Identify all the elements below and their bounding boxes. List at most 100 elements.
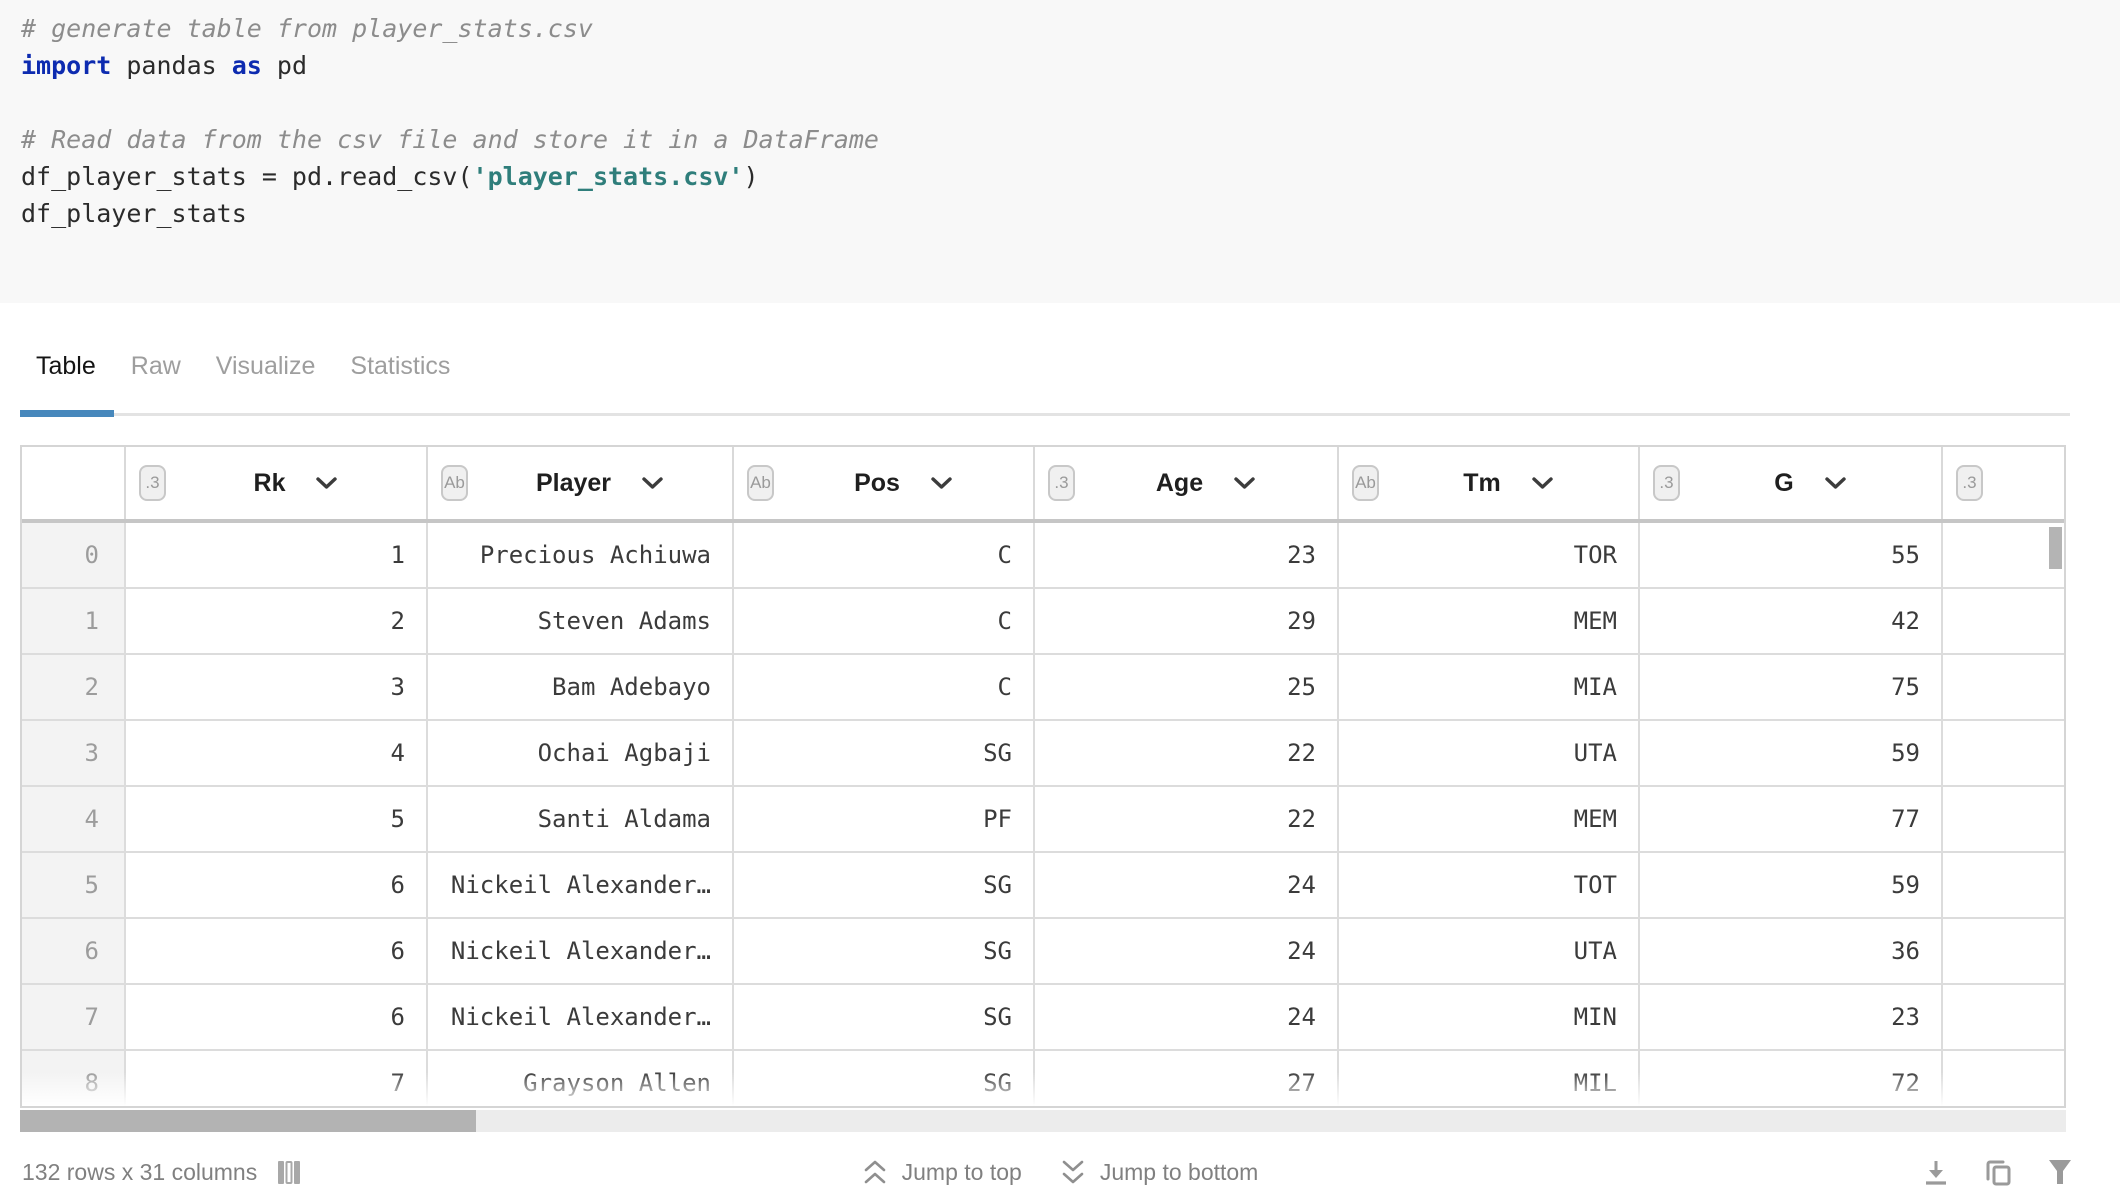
chevron-down-icon[interactable] bbox=[1531, 476, 1554, 490]
column-header-index bbox=[22, 447, 126, 519]
code-comment: # Read data from the csv file and store … bbox=[21, 125, 879, 154]
cell-partial bbox=[1943, 787, 2064, 851]
cell-pos: SG bbox=[734, 1051, 1035, 1106]
tab-visualize[interactable]: Visualize bbox=[215, 352, 316, 380]
cell-g: 72 bbox=[1640, 1051, 1943, 1106]
table-row[interactable]: 3 4 Ochai Agbaji SG 22 UTA 59 bbox=[22, 721, 2064, 787]
row-index: 4 bbox=[22, 787, 126, 851]
column-title: G bbox=[1774, 468, 1794, 497]
cell-pos: SG bbox=[734, 919, 1035, 983]
columns-icon[interactable] bbox=[277, 1160, 301, 1185]
cell-g: 75 bbox=[1640, 655, 1943, 719]
cell-tm: MEM bbox=[1339, 589, 1640, 653]
horizontal-scrollbar-thumb[interactable] bbox=[20, 1110, 476, 1132]
chevron-down-icon[interactable] bbox=[930, 476, 953, 490]
cell-age: 24 bbox=[1035, 985, 1339, 1049]
code-cell[interactable]: # generate table from player_stats.csv i… bbox=[0, 0, 2120, 303]
tab-raw[interactable]: Raw bbox=[130, 352, 181, 380]
column-header-partial[interactable]: .3 bbox=[1943, 447, 2064, 519]
table-row[interactable]: 0 1 Precious Achiuwa C 23 TOR 55 bbox=[22, 523, 2064, 589]
code-text: pandas bbox=[111, 51, 232, 80]
cell-age: 22 bbox=[1035, 787, 1339, 851]
cell-age: 22 bbox=[1035, 721, 1339, 785]
row-index: 3 bbox=[22, 721, 126, 785]
table-footer: 132 rows x 31 columns Jump to top bbox=[0, 1140, 2120, 1204]
cell-g: 77 bbox=[1640, 787, 1943, 851]
cell-pos: PF bbox=[734, 787, 1035, 851]
cell-partial bbox=[1943, 853, 2064, 917]
table-dimensions-label: 132 rows x 31 columns bbox=[22, 1158, 258, 1185]
filter-icon[interactable] bbox=[2048, 1159, 2072, 1185]
active-tab-underline bbox=[20, 410, 114, 417]
table-row[interactable]: 6 6 Nickeil Alexander… SG 24 UTA 36 bbox=[22, 919, 2064, 985]
copy-icon[interactable] bbox=[1985, 1158, 2012, 1186]
jump-to-top-button[interactable]: Jump to top bbox=[862, 1158, 1022, 1186]
cell-age: 23 bbox=[1035, 523, 1339, 587]
download-icon[interactable] bbox=[1923, 1159, 1949, 1186]
column-header-rk[interactable]: .3 Rk bbox=[126, 447, 428, 519]
code-string: 'player_stats.csv' bbox=[472, 162, 744, 191]
cell-rk: 5 bbox=[126, 787, 428, 851]
cell-age: 24 bbox=[1035, 853, 1339, 917]
tabs-divider bbox=[20, 413, 2070, 416]
column-header-age[interactable]: .3 Age bbox=[1035, 447, 1339, 519]
cell-partial bbox=[1943, 523, 2064, 587]
tab-statistics[interactable]: Statistics bbox=[350, 352, 451, 380]
cell-partial bbox=[1943, 589, 2064, 653]
chevron-down-icon[interactable] bbox=[641, 476, 664, 490]
cell-partial bbox=[1943, 1051, 2064, 1106]
column-type-badge: Ab bbox=[747, 465, 774, 501]
table-header-row: .3 Rk Ab Player Ab Pos .3 Age Ab Tm .3 G bbox=[22, 447, 2064, 523]
column-type-badge: .3 bbox=[1048, 465, 1075, 501]
vertical-scrollbar-thumb[interactable] bbox=[2049, 527, 2062, 569]
cell-tm: TOR bbox=[1339, 523, 1640, 587]
table-row[interactable]: 4 5 Santi Aldama PF 22 MEM 77 bbox=[22, 787, 2064, 853]
chevron-down-icon[interactable] bbox=[1233, 476, 1256, 490]
cell-g: 42 bbox=[1640, 589, 1943, 653]
cell-tm: UTA bbox=[1339, 919, 1640, 983]
column-type-badge: .3 bbox=[1956, 465, 1983, 501]
code-keyword: import bbox=[21, 51, 112, 80]
cell-g: 23 bbox=[1640, 985, 1943, 1049]
row-index: 8 bbox=[22, 1051, 126, 1106]
cell-age: 25 bbox=[1035, 655, 1339, 719]
cell-rk: 3 bbox=[126, 655, 428, 719]
jump-to-top-label: Jump to top bbox=[901, 1158, 1022, 1185]
cell-pos: C bbox=[734, 523, 1035, 587]
cell-g: 59 bbox=[1640, 853, 1943, 917]
code-line-blank bbox=[21, 84, 2120, 121]
row-index: 1 bbox=[22, 589, 126, 653]
column-header-tm[interactable]: Ab Tm bbox=[1339, 447, 1640, 519]
cell-tm: MEM bbox=[1339, 787, 1640, 851]
table-row[interactable]: 5 6 Nickeil Alexander… SG 24 TOT 59 bbox=[22, 853, 2064, 919]
code-line: # generate table from player_stats.csv bbox=[21, 10, 2120, 47]
column-header-pos[interactable]: Ab Pos bbox=[734, 447, 1035, 519]
jump-to-bottom-button[interactable]: Jump to bottom bbox=[1060, 1158, 1258, 1186]
code-line: df_player_stats bbox=[21, 195, 2120, 232]
cell-age: 24 bbox=[1035, 919, 1339, 983]
chevron-down-icon[interactable] bbox=[1824, 476, 1847, 490]
column-title: Rk bbox=[253, 468, 286, 497]
cell-player: Ochai Agbaji bbox=[428, 721, 734, 785]
cell-partial bbox=[1943, 985, 2064, 1049]
cell-tm: MIN bbox=[1339, 985, 1640, 1049]
chevron-down-icon[interactable] bbox=[315, 476, 338, 490]
cell-g: 55 bbox=[1640, 523, 1943, 587]
column-type-badge: Ab bbox=[1352, 465, 1379, 501]
column-title: Tm bbox=[1463, 468, 1501, 497]
table-row[interactable]: 7 6 Nickeil Alexander… SG 24 MIN 23 bbox=[22, 985, 2064, 1051]
table-row[interactable]: 8 7 Grayson Allen SG 27 MIL 72 bbox=[22, 1051, 2064, 1106]
column-header-g[interactable]: .3 G bbox=[1640, 447, 1943, 519]
cell-pos: SG bbox=[734, 985, 1035, 1049]
cell-age: 27 bbox=[1035, 1051, 1339, 1106]
table-row[interactable]: 1 2 Steven Adams C 29 MEM 42 bbox=[22, 589, 2064, 655]
double-chevron-down-icon bbox=[1060, 1158, 1086, 1186]
row-index: 7 bbox=[22, 985, 126, 1049]
column-header-player[interactable]: Ab Player bbox=[428, 447, 734, 519]
table-row[interactable]: 2 3 Bam Adebayo C 25 MIA 75 bbox=[22, 655, 2064, 721]
horizontal-scrollbar[interactable] bbox=[20, 1110, 2066, 1132]
cell-pos: C bbox=[734, 589, 1035, 653]
cell-player: Grayson Allen bbox=[428, 1051, 734, 1106]
tab-table[interactable]: Table bbox=[36, 352, 96, 380]
cell-rk: 1 bbox=[126, 523, 428, 587]
